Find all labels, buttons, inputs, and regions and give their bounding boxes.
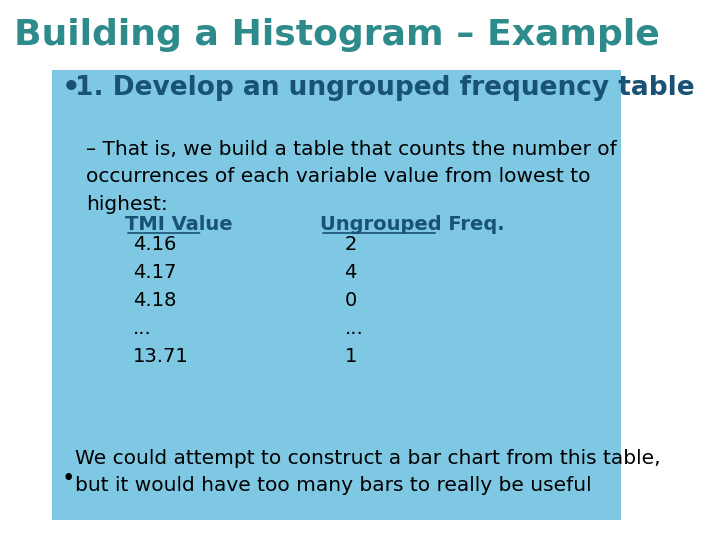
Text: 4.17: 4.17 (133, 264, 176, 282)
Text: 1. Develop an ungrouped frequency table: 1. Develop an ungrouped frequency table (75, 75, 694, 101)
Text: Building a Histogram – Example: Building a Histogram – Example (14, 18, 660, 52)
Text: 1: 1 (345, 348, 357, 367)
Text: ...: ... (345, 320, 364, 339)
Text: TMI Value: TMI Value (125, 214, 233, 233)
Text: •: • (62, 74, 81, 102)
FancyBboxPatch shape (52, 70, 621, 520)
Text: 4: 4 (345, 264, 357, 282)
Text: We could attempt to construct a bar chart from this table,
but it would have too: We could attempt to construct a bar char… (75, 449, 660, 495)
Text: Ungrouped Freq.: Ungrouped Freq. (320, 214, 505, 233)
Text: 4.18: 4.18 (133, 292, 176, 310)
Text: •: • (62, 467, 75, 489)
Text: 2: 2 (345, 235, 357, 254)
Text: ...: ... (133, 320, 152, 339)
Text: 0: 0 (345, 292, 357, 310)
Text: 4.16: 4.16 (133, 235, 176, 254)
Text: 13.71: 13.71 (133, 348, 189, 367)
Text: – That is, we build a table that counts the number of
occurrences of each variab: – That is, we build a table that counts … (86, 140, 617, 213)
